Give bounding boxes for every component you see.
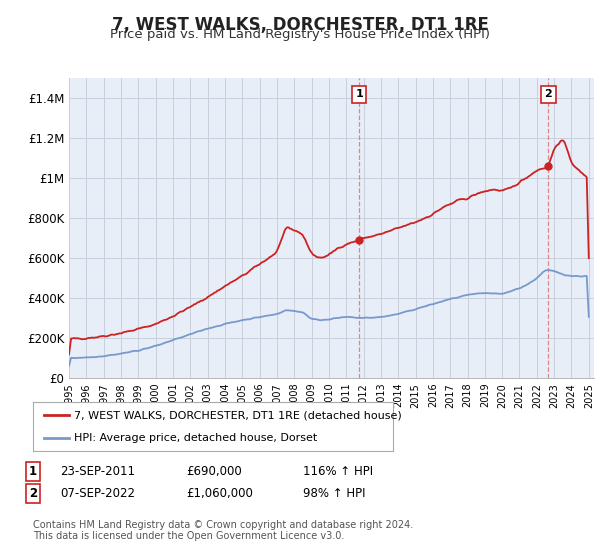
Text: Contains HM Land Registry data © Crown copyright and database right 2024.: Contains HM Land Registry data © Crown c… <box>33 520 413 530</box>
Text: HPI: Average price, detached house, Dorset: HPI: Average price, detached house, Dors… <box>74 433 317 444</box>
Text: £1,060,000: £1,060,000 <box>186 487 253 501</box>
Text: 2: 2 <box>29 487 37 501</box>
Text: 1: 1 <box>355 90 363 99</box>
Text: 7, WEST WALKS, DORCHESTER, DT1 1RE: 7, WEST WALKS, DORCHESTER, DT1 1RE <box>112 16 488 34</box>
Text: 2: 2 <box>545 90 553 99</box>
Text: 07-SEP-2022: 07-SEP-2022 <box>60 487 135 501</box>
Text: £690,000: £690,000 <box>186 465 242 478</box>
Text: 23-SEP-2011: 23-SEP-2011 <box>60 465 135 478</box>
Text: 98% ↑ HPI: 98% ↑ HPI <box>303 487 365 501</box>
Text: 1: 1 <box>29 465 37 478</box>
Text: 7, WEST WALKS, DORCHESTER, DT1 1RE (detached house): 7, WEST WALKS, DORCHESTER, DT1 1RE (deta… <box>74 410 402 421</box>
Text: Price paid vs. HM Land Registry's House Price Index (HPI): Price paid vs. HM Land Registry's House … <box>110 28 490 41</box>
Text: This data is licensed under the Open Government Licence v3.0.: This data is licensed under the Open Gov… <box>33 531 344 541</box>
Text: 116% ↑ HPI: 116% ↑ HPI <box>303 465 373 478</box>
